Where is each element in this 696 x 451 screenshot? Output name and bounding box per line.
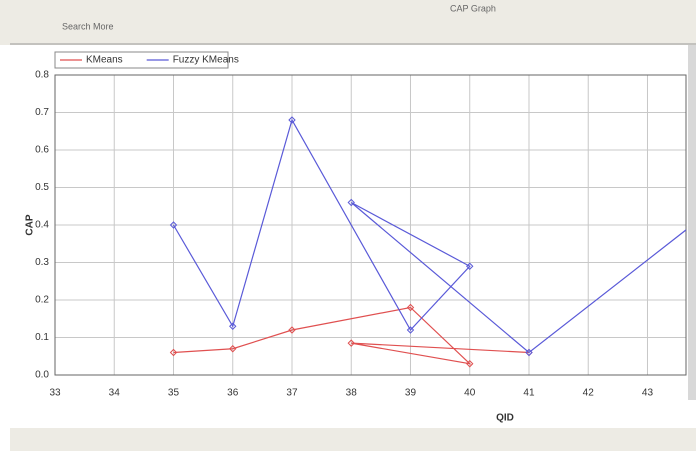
x-tick-label: 43: [642, 388, 654, 399]
legend-box: [54, 51, 229, 69]
y-tick-label: 0.5: [35, 182, 49, 193]
y-tick-label: 0.1: [35, 332, 49, 343]
data-point: [288, 326, 296, 334]
y-tick-label: 0.0: [35, 370, 49, 381]
series-line: [173, 306, 530, 365]
x-tick-label: 41: [523, 388, 535, 399]
legend: KMeans Fuzzy KMeans: [54, 51, 239, 69]
y-tick-label: 0.2: [35, 295, 49, 306]
x-tick-label: 37: [286, 388, 298, 399]
data-point: [347, 339, 355, 347]
data-point: [288, 116, 296, 124]
data-point: [406, 326, 415, 334]
x-tick-label: 35: [168, 388, 180, 399]
data-point: [229, 345, 237, 353]
x-tick-label: 34: [109, 388, 121, 399]
x-tick-label: 39: [405, 388, 417, 399]
series-line: [172, 118, 686, 354]
data-point: [525, 348, 533, 357]
y-tick-label: 0.4: [35, 220, 49, 231]
data-point: [466, 262, 474, 270]
data-point: [229, 322, 237, 330]
search-more-button[interactable]: Search More: [62, 21, 114, 31]
legend-label: Fuzzy KMeans: [173, 55, 239, 66]
data-point: [466, 360, 474, 368]
x-tick-label: 36: [227, 388, 239, 399]
scrollbar[interactable]: [688, 45, 696, 400]
status-bar: [10, 428, 696, 451]
x-tick-label: 38: [346, 388, 358, 399]
x-axis-label: QID: [496, 413, 514, 424]
plot-frame: [54, 74, 687, 376]
y-tick-label: 0.3: [35, 257, 49, 268]
y-tick-label: 0.7: [35, 107, 49, 118]
data-point: [347, 198, 355, 207]
y-axis-label: CAP: [25, 214, 36, 235]
plot: 0.0 0.1 0.2 0.3 0.4 0.5 0.6 0.7 0.8 33 34 35 36 37 38 3…: [35, 51, 687, 399]
data-point: [169, 348, 178, 357]
x-tick-label: 33: [49, 388, 61, 399]
y-tick-label: 0.8: [35, 70, 49, 81]
data-point: [406, 303, 415, 312]
toolbar: [0, 0, 696, 45]
legend-label: KMeans: [86, 55, 123, 66]
x-tick-label: 42: [583, 388, 595, 399]
x-tick-label: 40: [464, 388, 476, 399]
y-tick-label: 0.6: [35, 145, 49, 156]
graph-title: CAP Graph: [450, 3, 496, 13]
data-point: [169, 221, 178, 229]
